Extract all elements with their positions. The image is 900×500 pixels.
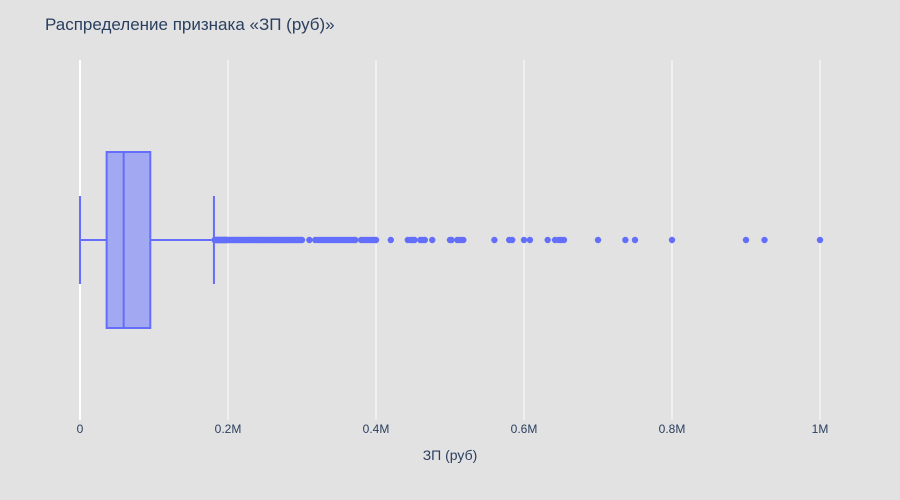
x-tick-label: 1M — [812, 422, 829, 436]
outlier-point[interactable] — [491, 236, 498, 244]
outlier-point[interactable] — [306, 236, 313, 244]
outlier-point[interactable] — [448, 236, 455, 244]
outlier-point[interactable] — [761, 236, 768, 244]
outlier-point[interactable] — [544, 236, 551, 244]
x-axis-title: ЗП (руб) — [423, 447, 478, 463]
iqr-box[interactable] — [105, 151, 152, 329]
outlier-point[interactable] — [460, 236, 467, 244]
x-tick-label: 0.2M — [215, 422, 242, 436]
outlier-point[interactable] — [298, 236, 306, 244]
outlier-point[interactable] — [622, 236, 629, 244]
outlier-point[interactable] — [668, 236, 676, 244]
outlier-point[interactable] — [508, 236, 516, 244]
x-axis-ticks: 0 0.2M 0.4M 0.6M 0.8M 1M — [77, 422, 829, 436]
outlier-point[interactable] — [816, 236, 824, 244]
outlier-point[interactable] — [594, 236, 602, 244]
outlier-point[interactable] — [742, 236, 750, 244]
outlier-point[interactable] — [352, 236, 359, 244]
x-tick-label: 0.8M — [659, 422, 686, 436]
outlier-point[interactable] — [520, 236, 528, 244]
outlier-point[interactable] — [421, 236, 429, 244]
outlier-point[interactable] — [372, 236, 380, 244]
x-tick-label: 0.4M — [363, 422, 390, 436]
chart-title: Распределение признака «ЗП (руб)» — [45, 15, 335, 34]
outlier-points[interactable] — [211, 236, 824, 244]
outlier-point[interactable] — [560, 236, 568, 244]
x-tick-label: 0 — [77, 422, 84, 436]
outlier-point[interactable] — [526, 236, 534, 244]
outlier-point[interactable] — [387, 236, 394, 244]
x-tick-label: 0.6M — [511, 422, 538, 436]
outlier-point[interactable] — [411, 236, 418, 244]
outlier-point[interactable] — [429, 236, 436, 244]
outlier-point[interactable] — [631, 236, 639, 244]
